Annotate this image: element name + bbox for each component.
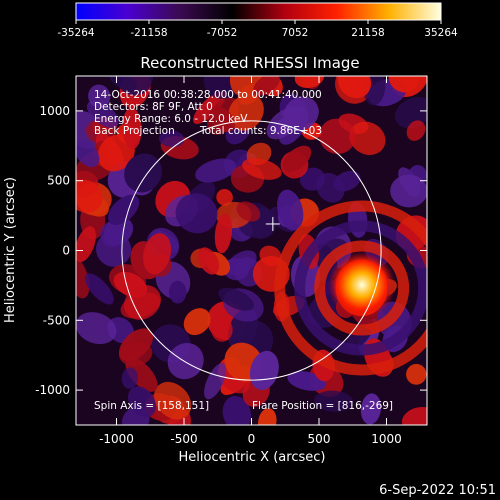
image-blob xyxy=(122,107,142,150)
flare-source xyxy=(328,251,396,319)
image-blob xyxy=(143,233,172,275)
image-blob xyxy=(229,76,261,98)
footer-date: 6-Sep-2022 10:51 xyxy=(379,483,496,498)
colorbar-tick-label: -21158 xyxy=(130,27,167,39)
y-axis-ticks: -1000 -500 0 500 1000 xyxy=(35,104,427,397)
colorbar-ticks: -35264 -21158 -7052 7052 21158 35264 xyxy=(57,20,458,39)
image-blob xyxy=(390,174,427,208)
colorbar-tick-label: 21158 xyxy=(351,27,384,39)
annotation-energy: Energy Range: 6.0 - 12.0 keV xyxy=(94,113,248,125)
image-blob xyxy=(197,247,220,275)
image-blob xyxy=(337,76,372,99)
image-blob xyxy=(222,395,252,425)
image-blob xyxy=(76,226,96,263)
x-tick-label: -1000 xyxy=(99,432,134,446)
image-blob xyxy=(360,393,381,425)
flare-ring xyxy=(314,240,410,336)
image-blob xyxy=(124,284,161,320)
image-blob xyxy=(76,256,90,299)
image-blob xyxy=(76,179,103,213)
y-tick-label: 0 xyxy=(62,244,70,258)
y-axis-label: Heliocentric Y (arcsec) xyxy=(3,177,18,323)
image-blob xyxy=(258,408,277,425)
image-blob xyxy=(319,118,356,155)
x-axis-label: Heliocentric X (arcsec) xyxy=(179,450,326,465)
image-blob xyxy=(84,273,114,305)
x-axis-ticks: -1000 -500 0 500 1000 xyxy=(99,76,402,446)
image-blob xyxy=(183,308,211,336)
colorbar-tick-label: 35264 xyxy=(424,27,458,39)
plot-area xyxy=(76,76,427,425)
image-blob xyxy=(195,158,237,183)
x-tick-label: -500 xyxy=(170,432,197,446)
image-blob xyxy=(108,76,137,92)
image-blob xyxy=(401,406,427,425)
x-tick-label: 0 xyxy=(248,432,256,446)
image-blob xyxy=(242,158,282,180)
disk-center-marker xyxy=(265,216,280,231)
image-blob xyxy=(175,193,218,234)
annotation-flare-position: Flare Position = [816,-269] xyxy=(252,400,393,412)
image-blob xyxy=(76,312,117,345)
image-blob xyxy=(253,76,280,96)
image-blob xyxy=(283,96,319,131)
image-blob xyxy=(127,386,157,418)
image-blob xyxy=(124,153,163,193)
image-blob xyxy=(236,201,261,222)
y-tick-label: 500 xyxy=(47,174,70,188)
annotation-time: 14-Oct-2016 00:38:28.000 to 00:41:40.000 xyxy=(94,89,322,101)
image-blob xyxy=(118,328,154,362)
image-blob xyxy=(349,121,386,155)
image-blob xyxy=(406,120,426,141)
annotation-counts: Total counts: 9.86E+03 xyxy=(199,125,322,137)
flare-ring xyxy=(274,200,427,376)
x-tick-label: 1000 xyxy=(371,432,402,446)
image-blob xyxy=(259,245,282,267)
image-blobs xyxy=(76,76,427,425)
image-blob xyxy=(76,140,100,168)
image-blob xyxy=(100,221,125,248)
colorbar-tick-label: -7052 xyxy=(207,27,238,39)
image-blob xyxy=(204,363,227,400)
image-blob xyxy=(193,91,226,124)
image-blob xyxy=(86,100,119,128)
image-blob xyxy=(216,188,233,206)
annotation-method: Back Projection xyxy=(94,125,175,137)
image-blob xyxy=(218,287,254,311)
annotation-detectors: Detectors: 8F 9F, Att 0 xyxy=(94,101,213,113)
image-blob xyxy=(277,189,304,231)
image-blob xyxy=(313,390,354,412)
image-blob xyxy=(388,76,420,93)
image-blob xyxy=(121,367,138,389)
image-blob xyxy=(333,170,361,192)
image-blob xyxy=(226,250,257,276)
image-blob xyxy=(294,76,325,89)
colorbar-tick-label: 7052 xyxy=(282,27,309,39)
colorbar xyxy=(75,2,442,21)
image-blob xyxy=(158,130,185,148)
image-blob xyxy=(394,96,427,129)
y-tick-label: 1000 xyxy=(39,104,70,118)
image-blob xyxy=(154,381,192,420)
image-blob xyxy=(167,342,204,380)
x-tick-label: 500 xyxy=(308,432,331,446)
annotation-spin-axis: Spin Axis = [158,151] xyxy=(94,400,209,412)
image-blob xyxy=(214,213,233,254)
image-blob xyxy=(88,84,111,109)
solar-disk-limb xyxy=(121,120,382,381)
chart-title: Reconstructed RHESSI Image xyxy=(140,54,359,72)
image-blob xyxy=(168,280,187,304)
flare-ring xyxy=(294,220,427,356)
y-tick-label: -500 xyxy=(43,313,70,327)
image-blob xyxy=(211,317,233,342)
image-blob xyxy=(97,134,135,172)
image-blob xyxy=(125,357,158,392)
colorbar-tick-label: -35264 xyxy=(57,27,95,39)
image-blob xyxy=(299,167,326,191)
image-blob xyxy=(282,145,312,172)
y-tick-label: -1000 xyxy=(35,383,70,397)
image-blob xyxy=(406,363,427,385)
